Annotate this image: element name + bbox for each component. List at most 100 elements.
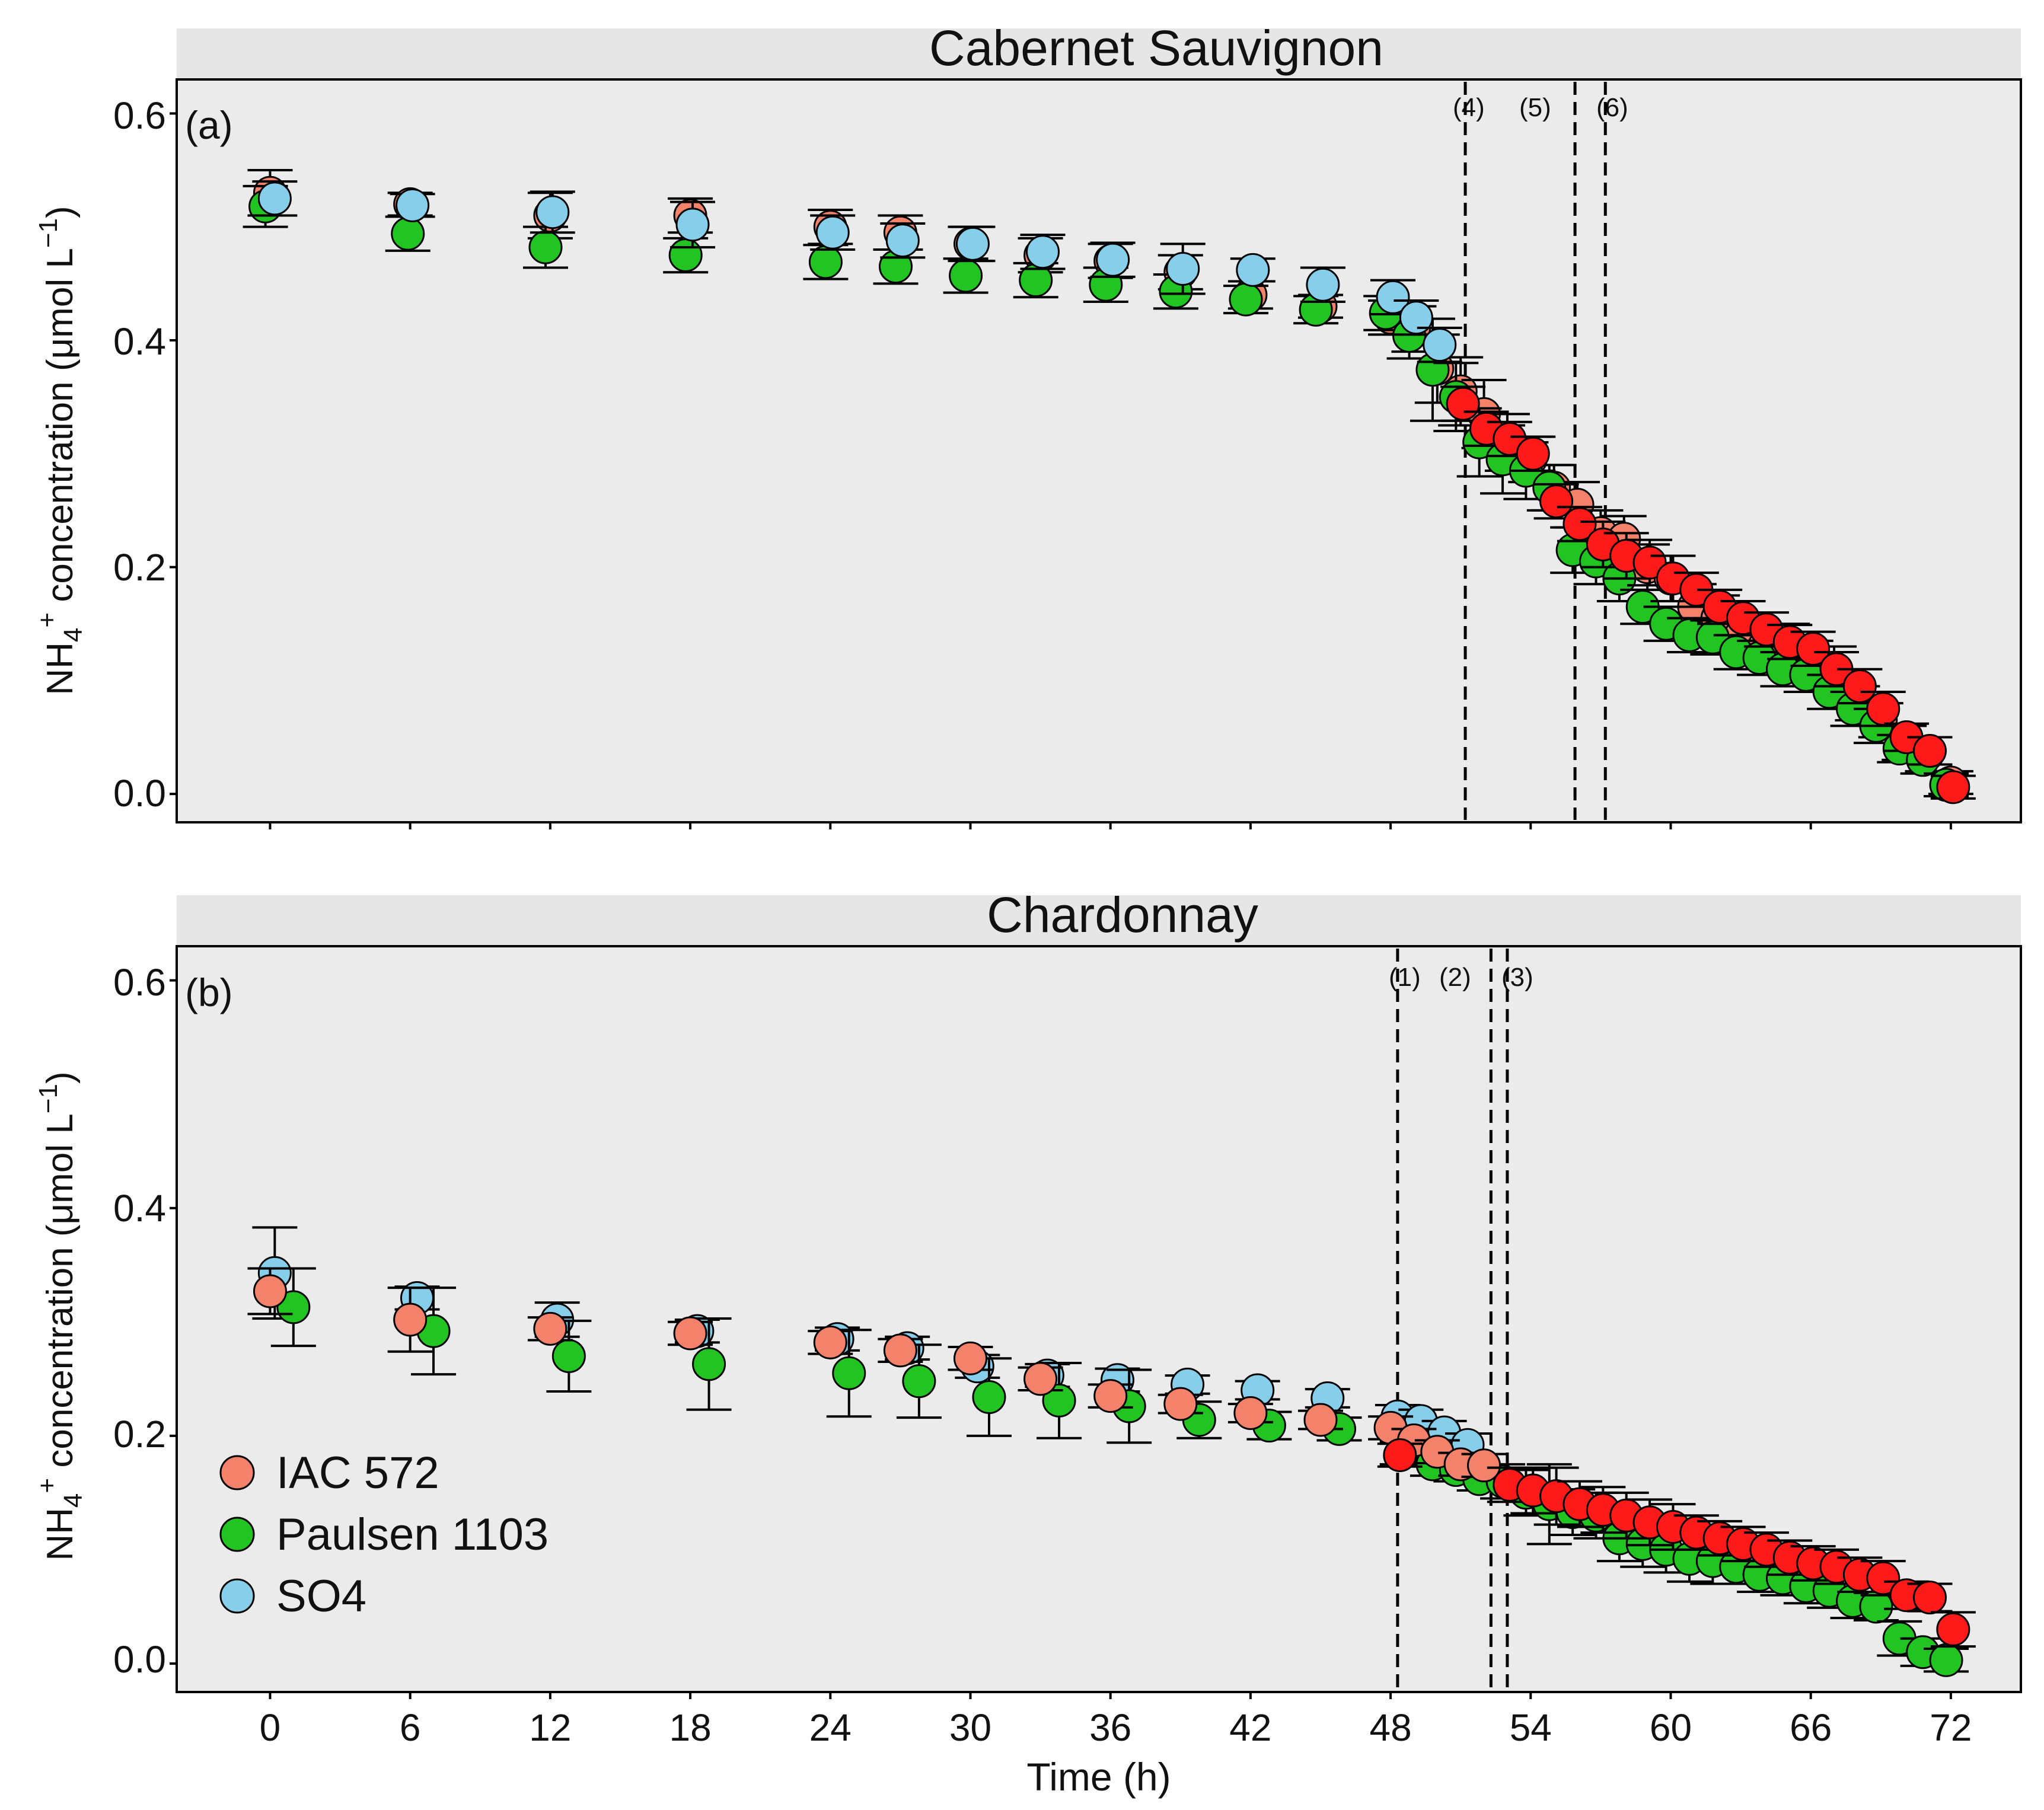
- panel-a-x-ticks: [170, 112, 1952, 829]
- panel-a-plot-area: [176, 78, 2022, 823]
- data-point: [391, 216, 425, 251]
- panel-a-title: Cabernet Sauvignon: [929, 20, 1383, 76]
- panel-a-vline-labels: (4) (5) (6): [1453, 93, 1628, 122]
- panel-a-y-axis: 0.0 0.2 0.4 0.6: [113, 94, 166, 815]
- data-point: [1236, 253, 1270, 287]
- x-tick-label: 36: [1089, 1706, 1131, 1749]
- data-point: [1563, 507, 1597, 541]
- data-point: [1303, 1403, 1338, 1437]
- data-point: [551, 1339, 586, 1373]
- vline-label: (5): [1519, 93, 1551, 122]
- data-point: [1912, 1581, 1947, 1615]
- ylabel-suffix: ): [40, 206, 81, 218]
- y-tick-label: 0.6: [113, 94, 166, 137]
- x-tick-label: 42: [1229, 1706, 1271, 1749]
- ylabel-sup: +: [33, 612, 62, 628]
- data-point: [1096, 242, 1130, 277]
- panel-a-tag: (a): [185, 103, 233, 147]
- data-point: [675, 208, 710, 242]
- series-highlight: [1377, 1438, 1976, 1648]
- data-point: [692, 1347, 726, 1381]
- x-tick-label: 30: [949, 1706, 991, 1749]
- x-tick-label: 48: [1369, 1706, 1411, 1749]
- x-tick-label: 0: [260, 1706, 281, 1749]
- data-point: [1936, 770, 1970, 805]
- data-point: [1026, 235, 1060, 269]
- data-point: [668, 238, 703, 273]
- panel-b-ylabel: NH4+ concentration (μmol L−1): [33, 1071, 88, 1560]
- data-point: [1042, 1383, 1076, 1418]
- data-point: [1866, 1561, 1900, 1595]
- ylabel-mid: concentration (μmol L: [40, 248, 81, 612]
- vline-label: (6): [1596, 93, 1628, 122]
- data-point: [1163, 1387, 1198, 1421]
- data-point: [815, 215, 850, 250]
- y-tick-label: 0.6: [113, 961, 166, 1004]
- x-axis-label: Time (h): [1026, 1755, 1171, 1799]
- panel-a-marks: [243, 82, 1976, 820]
- data-point: [955, 226, 990, 261]
- x-tick-label: 66: [1790, 1706, 1832, 1749]
- data-point: [832, 1356, 866, 1390]
- panel-b-title: Chardonnay: [987, 887, 1258, 943]
- data-point: [1233, 1396, 1268, 1430]
- vline-label: (4): [1453, 93, 1485, 122]
- data-point: [1929, 1643, 1963, 1677]
- x-tick-label: 18: [669, 1706, 711, 1749]
- panel-b-vline-labels: (1) (2) (3): [1389, 963, 1533, 992]
- legend-label-so4: SO4: [276, 1571, 366, 1621]
- legend-swatch-paulsen1103: [219, 1517, 255, 1552]
- data-point: [257, 181, 292, 216]
- data-point: [1399, 301, 1433, 335]
- ylabel-mid: concentration (μmol L: [40, 1113, 81, 1478]
- data-point: [949, 258, 983, 293]
- data-point: [902, 1364, 936, 1399]
- series-so4: [252, 180, 1462, 363]
- ylabel-suffix: ): [40, 1071, 81, 1084]
- data-point: [813, 1325, 847, 1359]
- x-tick-label: 54: [1510, 1706, 1552, 1749]
- ylabel-exp: −1: [34, 218, 63, 248]
- data-point: [1842, 669, 1877, 703]
- data-point: [528, 230, 563, 264]
- data-point: [1539, 484, 1574, 519]
- data-point: [1423, 328, 1457, 362]
- data-point: [885, 224, 920, 258]
- panel-a-strip: [177, 28, 2021, 79]
- data-point: [1166, 251, 1200, 286]
- data-point: [1306, 267, 1340, 302]
- data-point: [883, 1333, 917, 1368]
- data-point: [1093, 1379, 1128, 1413]
- data-point: [953, 1341, 987, 1375]
- legend-swatch-so4: [219, 1578, 255, 1614]
- data-point: [1912, 733, 1947, 768]
- data-point: [533, 1311, 567, 1346]
- ylabel-sup: +: [33, 1478, 62, 1493]
- y-tick-label: 0.2: [113, 1413, 166, 1455]
- data-point: [253, 1274, 287, 1308]
- x-tick-label: 72: [1930, 1706, 1972, 1749]
- y-tick-label: 0.4: [113, 320, 166, 363]
- data-point: [396, 188, 430, 222]
- data-point: [808, 245, 843, 279]
- data-point: [1796, 631, 1831, 666]
- data-point: [1229, 282, 1263, 317]
- x-tick-label: 12: [529, 1706, 571, 1749]
- data-point: [1383, 1438, 1417, 1473]
- ylabel-sub: 4: [59, 628, 88, 642]
- data-point: [1516, 436, 1550, 471]
- data-point: [535, 195, 570, 229]
- panel-a-ylabel: NH4+ concentration (μmol L−1): [33, 206, 88, 695]
- vline-label: (2): [1439, 963, 1471, 992]
- panel-a: Cabernet Sauvignon (a) 0.0 0.2 0.4 0.6 N…: [33, 20, 2022, 823]
- data-point: [972, 1380, 1006, 1415]
- panel-b: Chardonnay (b) 0.0 0.2 0.4 0.6 NH4+ conc…: [33, 887, 2022, 1693]
- panel-b-marks: [247, 949, 1976, 1690]
- data-point: [1467, 1448, 1501, 1483]
- series-iac-572: [247, 1267, 1507, 1483]
- y-tick-label: 0.0: [113, 772, 166, 815]
- panel-b-x-ticks: 0 6 12 18 24 30 36 42 48 54 60 66 72: [170, 979, 1972, 1749]
- legend-label-iac572: IAC 572: [276, 1448, 439, 1498]
- data-point: [393, 1303, 428, 1337]
